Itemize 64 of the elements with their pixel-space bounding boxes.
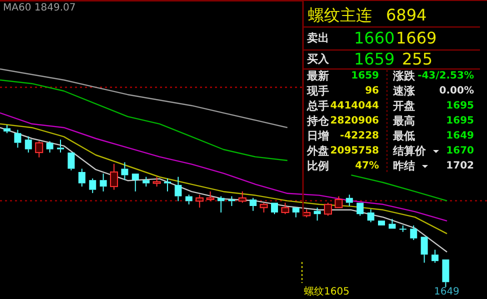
text: 1669 <box>396 28 437 48</box>
annotation: 最低 <box>392 130 415 142</box>
annotation: 持仓 <box>306 114 330 128</box>
candlestick <box>238 190 246 204</box>
candlestick <box>314 207 321 222</box>
annotation: 1702 <box>446 160 474 172</box>
candlestick <box>346 194 353 206</box>
candlestick <box>142 176 150 188</box>
text: 卖出 <box>307 32 329 44</box>
candlestick <box>14 129 22 148</box>
annotation: 速涨 <box>392 84 416 98</box>
candlestick <box>410 224 418 241</box>
annotation: 1649 <box>446 130 474 142</box>
annotation: 2095758 <box>330 146 380 156</box>
annotation: 1659 <box>351 70 380 82</box>
candlestick <box>35 140 44 158</box>
candlestick <box>196 194 204 208</box>
annotation: 开盘 <box>392 100 415 112</box>
annotation: 外盘 <box>306 144 329 158</box>
text: 1660 <box>354 28 395 48</box>
annotation: 总手 <box>306 100 329 112</box>
annotation: 现手 <box>306 84 329 98</box>
annotation: 螺纹1605 <box>304 286 350 298</box>
annotation: 涨跌 <box>392 70 416 82</box>
annotation: -42228 <box>340 130 380 142</box>
candlestick <box>185 194 192 205</box>
candlestick <box>228 196 236 206</box>
annotation: 比例 <box>307 160 329 172</box>
candlestick <box>164 178 171 192</box>
text: 6894 <box>386 6 427 24</box>
candlestick <box>89 178 96 194</box>
text: 买入 <box>307 52 330 66</box>
annotation: 昨结 <box>393 160 415 172</box>
candlestick <box>46 140 54 154</box>
text: 255 <box>402 50 433 68</box>
text: 螺纹主连 <box>308 6 372 24</box>
annotation: 1695 <box>446 100 474 112</box>
annotation: 最高 <box>392 114 415 128</box>
candlestick <box>78 168 86 188</box>
annotation: 4414044 <box>330 100 380 112</box>
candlestick <box>432 249 438 264</box>
annotation: 0.00% <box>439 86 474 96</box>
candlestick <box>121 162 128 181</box>
annotation: 日增 <box>307 130 329 142</box>
annotation: 最新 <box>306 70 329 82</box>
candlestick <box>174 176 182 202</box>
text: 1659 <box>354 50 395 68</box>
annotation: 47% <box>355 160 379 172</box>
annotation: 结算价 <box>392 144 427 158</box>
annotation: 2820906 <box>330 116 380 126</box>
candlestick <box>57 139 64 154</box>
annotation: 1649 <box>434 286 460 298</box>
annotation: 96 <box>365 86 380 96</box>
candlestick <box>218 196 224 213</box>
candlestick <box>4 124 10 134</box>
text: MA60 1849.07 <box>3 2 76 14</box>
annotation: 1695 <box>446 116 474 126</box>
candlestick <box>110 163 118 190</box>
candlestick <box>100 173 107 192</box>
annotation: 1670 <box>446 146 474 156</box>
annotation: -43/2.53% <box>418 70 474 82</box>
candlestick <box>250 197 257 212</box>
candlestick <box>367 208 374 223</box>
candlestick <box>24 136 32 154</box>
